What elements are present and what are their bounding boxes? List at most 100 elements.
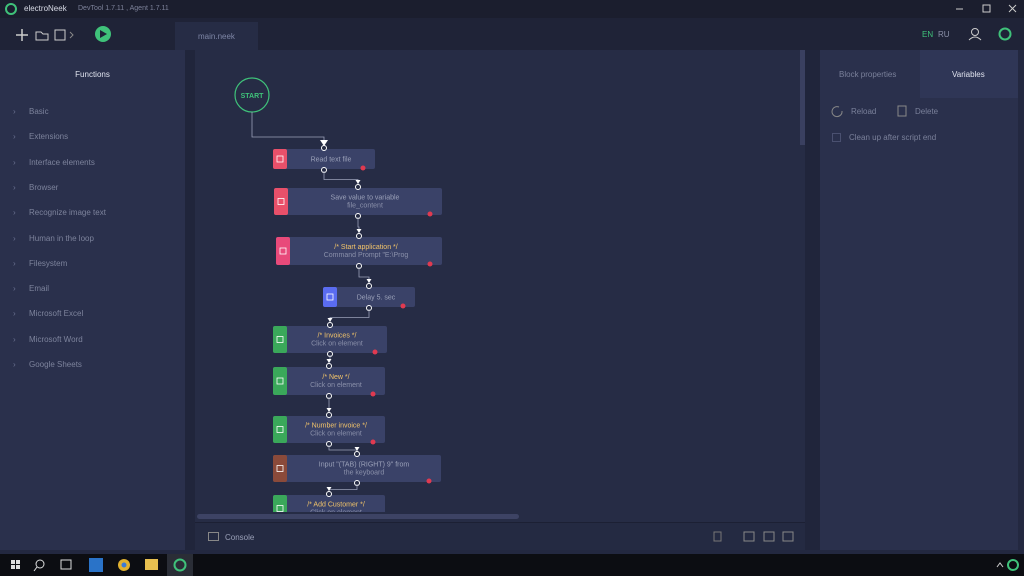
arrow [366,279,372,283]
function-category[interactable]: Recognize image text [29,208,106,218]
block-icon-glyph [277,198,285,205]
function-category[interactable]: Microsoft Word [29,334,83,344]
account-icons[interactable] [966,26,1016,44]
splitter-right[interactable] [805,50,820,550]
block-title: Delay 5. sec [357,295,396,302]
console-controls[interactable] [710,530,800,544]
flow-block[interactable] [273,416,385,443]
console-icon [208,532,219,541]
block-icon-glyph [276,377,284,385]
function-category[interactable]: Interface elements [29,157,95,167]
cleanup-checkbox[interactable] [832,133,841,142]
block-icon-bg [273,416,287,443]
block-subtitle: Click on element [310,382,362,389]
error-port [427,261,433,267]
expand-arrow: › [13,309,16,319]
arrow [326,487,332,491]
language-en[interactable]: EN [922,30,934,39]
toolbar: main.neek EN RU [0,18,1024,50]
expand-arrow: › [13,182,16,192]
reload-button[interactable]: Reload [851,107,877,116]
block-icon-bg [273,455,287,482]
in-port [326,363,332,369]
function-category[interactable]: Email [29,284,50,294]
app-logo [5,3,17,15]
expand-arrow: › [13,233,16,243]
function-category[interactable]: Human in the loop [29,233,94,243]
block-title: Read text file [311,157,352,164]
functions-panel: Functions › Basic › Extensions › Interface el… [0,50,185,550]
block-icon-bg [274,188,288,215]
taskbar-icons[interactable] [0,554,1024,576]
flow-block[interactable] [273,495,385,512]
error-port [400,303,406,309]
flow-block[interactable] [273,326,387,353]
title-bar: electroNeek DevTool 1.7.11 , Agent 1.7.1… [0,0,1024,18]
flow-canvas: START Read text file Save value to variabl… [195,50,805,512]
arrow [356,229,362,233]
block-icon-glyph [276,465,284,472]
variables-tab[interactable] [920,50,1018,98]
arrow [320,140,328,146]
block-subtitle: Click on element [310,431,362,438]
block-icon-glyph [276,426,284,433]
error-port [360,165,366,171]
in-port [355,184,361,190]
tab-block-properties[interactable]: Block properties [839,70,897,79]
expand-arrow: › [13,258,16,268]
block-subtitle: file_content [347,203,383,210]
block-title: /* Add Customer */ [307,502,365,509]
block-title: /* New */ [322,374,349,381]
in-port [326,491,332,497]
function-category[interactable]: Filesystem [29,258,68,268]
action-icons [831,105,907,118]
vertical-scrollbar[interactable] [800,50,805,145]
flow-block[interactable] [274,188,442,215]
window-controls[interactable] [945,0,1024,18]
error-port [427,211,433,217]
right-panel: Block properties Variables Reload Delete… [820,50,1018,550]
file-tab-label: main.neek [198,32,235,41]
function-category[interactable]: Basic [29,107,49,116]
function-category[interactable]: Google Sheets [29,360,82,369]
expand-arrow: › [13,334,16,344]
scroll-track [195,512,805,522]
arrow [355,180,361,184]
delete-button[interactable]: Delete [915,107,939,116]
block-subtitle: Click on element [310,510,362,513]
in-port [321,145,327,151]
flow-block[interactable] [273,455,441,482]
function-category[interactable]: Browser [29,182,59,192]
arrow [354,447,360,451]
expand-arrow: › [13,208,16,218]
expand-arrow: › [13,284,16,294]
language-ru[interactable]: RU [938,30,950,39]
block-icon-bg [276,237,290,265]
flow-block[interactable] [276,237,442,265]
block-title: /* Number invoice */ [305,423,367,430]
block-icon-bg [273,326,287,353]
tab-variables[interactable]: Variables [952,70,985,79]
block-icon-glyph [326,293,334,301]
start-label: START [241,93,265,100]
block-subtitle: Command Prompt "E:\Prog [324,252,409,259]
horizontal-scrollbar[interactable] [197,514,519,519]
flow-block[interactable] [323,287,415,307]
flow-block[interactable] [273,149,375,169]
flow-block[interactable] [273,367,385,395]
function-category[interactable]: Extensions [29,132,69,142]
toolbar-icons[interactable] [12,24,117,46]
function-category[interactable]: Microsoft Excel [29,309,84,319]
file-tab[interactable]: main.neek [175,22,258,50]
console-label[interactable]: Console [225,533,255,542]
block-icon-bg [273,367,287,395]
block-icon-bg [273,495,287,512]
block-title: Input "(TAB) (RIGHT) 9" from [319,462,410,469]
in-port [327,322,333,328]
block-subtitle: the keyboard [344,470,385,477]
in-port [326,412,332,418]
expand-arrow: › [13,107,16,116]
splitter[interactable] [185,50,195,550]
in-port [366,283,372,289]
